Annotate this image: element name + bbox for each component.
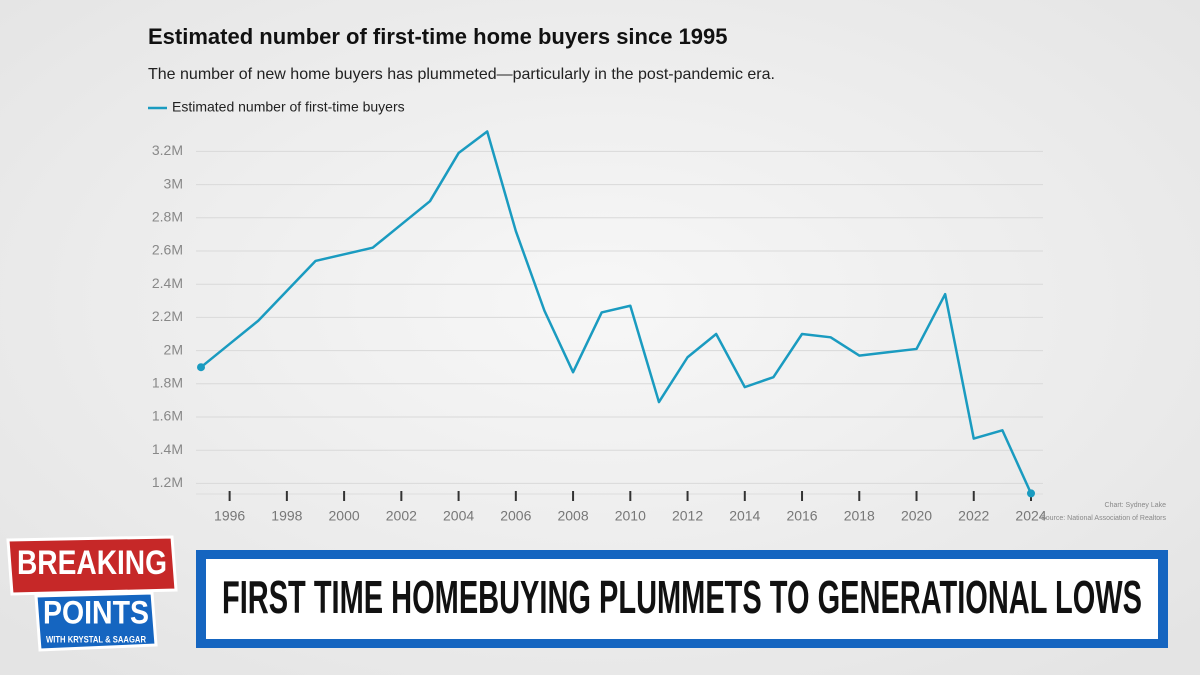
legend-label: Estimated number of first-time buyers bbox=[172, 99, 405, 115]
y-tick-label: 1.8M bbox=[152, 375, 183, 391]
y-tick-label: 2.6M bbox=[152, 242, 183, 258]
banner: FIRST TIME HOMEBUYING PLUMMETS TO GENERA… bbox=[196, 550, 1168, 648]
x-tick-label: 2002 bbox=[386, 508, 417, 524]
x-tick-label: 2018 bbox=[844, 508, 875, 524]
x-tick-label: 2006 bbox=[500, 508, 531, 524]
end-point bbox=[197, 363, 205, 372]
end-point bbox=[1027, 489, 1035, 498]
x-tick-label: 2022 bbox=[958, 508, 989, 524]
logo-red bbox=[6, 535, 178, 596]
y-tick-label: 1.2M bbox=[152, 474, 183, 490]
y-tick-label: 2.8M bbox=[152, 209, 183, 225]
x-tick-label: 2010 bbox=[615, 508, 646, 524]
x-tick-label: 2012 bbox=[672, 508, 703, 524]
chart-subtitle: The number of new home buyers has plumme… bbox=[148, 66, 775, 83]
y-tick-label: 2.4M bbox=[152, 275, 183, 291]
chart-title: Estimated number of first-time home buye… bbox=[148, 24, 728, 49]
y-tick-label: 3.2M bbox=[152, 142, 183, 158]
chart-credit: Chart: Sydney Lake bbox=[1105, 502, 1167, 509]
y-tick-label: 2.2M bbox=[152, 308, 183, 324]
chart-source: Source: National Association of Realtors bbox=[1041, 515, 1166, 522]
logo-blue bbox=[34, 591, 158, 652]
logo: BREAKING POINTS WITH KRYSTAL & SAAGAR bbox=[6, 535, 178, 652]
logo-hosts: WITH KRYSTAL & SAAGAR bbox=[46, 634, 146, 644]
x-tick-label: 1996 bbox=[214, 508, 245, 524]
y-tick-label: 1.6M bbox=[152, 408, 183, 424]
x-tick-label: 2016 bbox=[786, 508, 817, 524]
series-line bbox=[200, 130, 1033, 494]
x-tick-label: 2014 bbox=[729, 508, 760, 524]
x-tick-label: 2008 bbox=[557, 508, 588, 524]
banner-box bbox=[206, 559, 1158, 639]
logo-points: POINTS bbox=[43, 594, 149, 630]
banner-headline: FIRST TIME HOMEBUYING PLUMMETS TO GENERA… bbox=[222, 571, 1142, 623]
x-tick-label: 2020 bbox=[901, 508, 932, 524]
x-tick-label: 2004 bbox=[443, 508, 474, 524]
y-tick-label: 2M bbox=[164, 341, 183, 357]
y-tick-label: 3M bbox=[164, 175, 183, 191]
x-tick-label: 1998 bbox=[271, 508, 302, 524]
x-tick-label: 2000 bbox=[329, 508, 360, 524]
y-tick-label: 1.4M bbox=[152, 441, 183, 457]
x-tick-label: 2024 bbox=[1015, 508, 1046, 524]
logo-breaking: BREAKING bbox=[17, 544, 167, 582]
